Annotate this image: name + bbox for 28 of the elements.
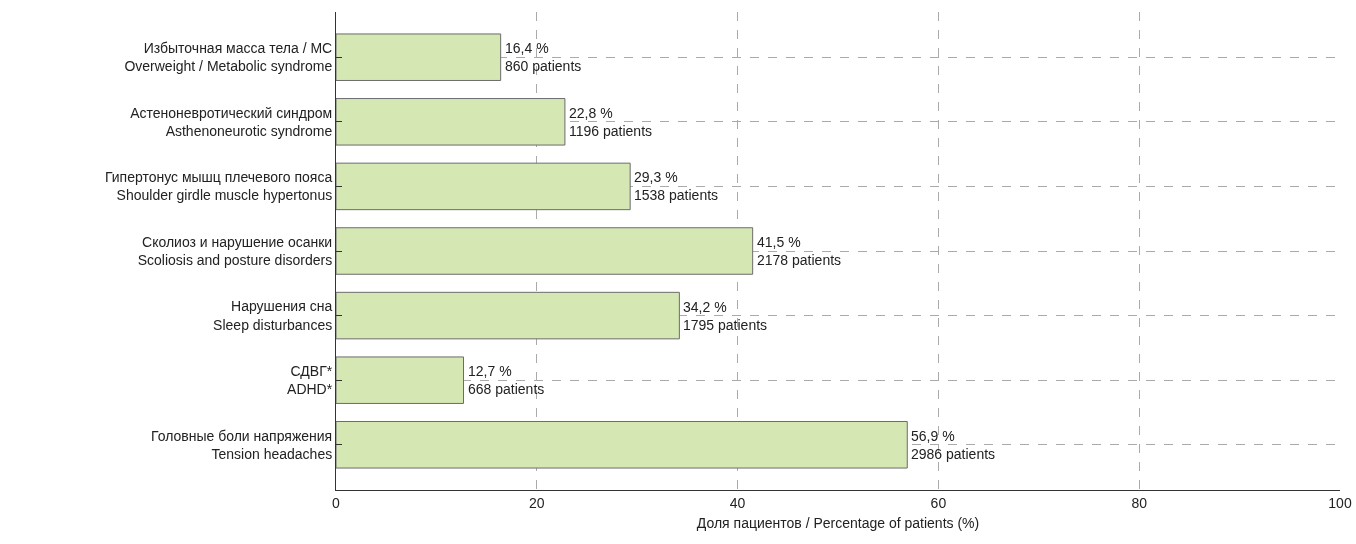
bar: [336, 33, 502, 81]
bar: [336, 421, 908, 469]
bar: [336, 98, 566, 146]
y-tick-label: Нарушения сна Sleep disturbances: [213, 298, 333, 333]
data-label: 16,4 % 860 patients: [505, 40, 582, 75]
x-axis-title: Доля пациентов / Percentage of patients (%): [696, 515, 980, 532]
bar: [336, 356, 465, 404]
x-tick-label: 20: [529, 494, 545, 511]
y-tick-label: Гипертонус мышц плечевого пояса Shoulder girdle muscle hypertonus: [104, 169, 333, 204]
x-tick-label: 100: [1328, 494, 1352, 511]
data-label: 34,2 % 1795 patients: [683, 299, 768, 334]
data-label: 12,7 % 668 patients: [468, 363, 545, 398]
y-tick-label: Головные боли напряжения Tension headaches: [151, 427, 333, 462]
y-tick-label: Астеноневротический синдром Asthenoneurotic syndrome: [130, 104, 333, 139]
x-tick-label: 80: [1131, 494, 1148, 511]
data-label: 56,9 % 2986 patients: [911, 428, 996, 463]
x-tick-label: 0: [332, 494, 341, 511]
bar: [336, 291, 680, 340]
data-label: 22,8 % 1196 patients: [569, 105, 653, 140]
y-tick-label: Избыточная масса тела / МС Overweight / Metabolic syndrome: [124, 40, 333, 75]
x-tick-label: 40: [729, 494, 746, 511]
bar: [336, 162, 631, 211]
y-tick-label: СДВГ* ADHD*: [287, 362, 333, 398]
bar: [336, 227, 754, 275]
x-tick-label: 60: [930, 494, 947, 511]
data-label: 29,3 % 1538 patients: [634, 169, 719, 204]
y-tick-label: Сколиоз и нарушение осанки Scoliosis and posture disorders: [137, 233, 333, 268]
data-label: 41,5 % 2178 patients: [757, 234, 842, 269]
